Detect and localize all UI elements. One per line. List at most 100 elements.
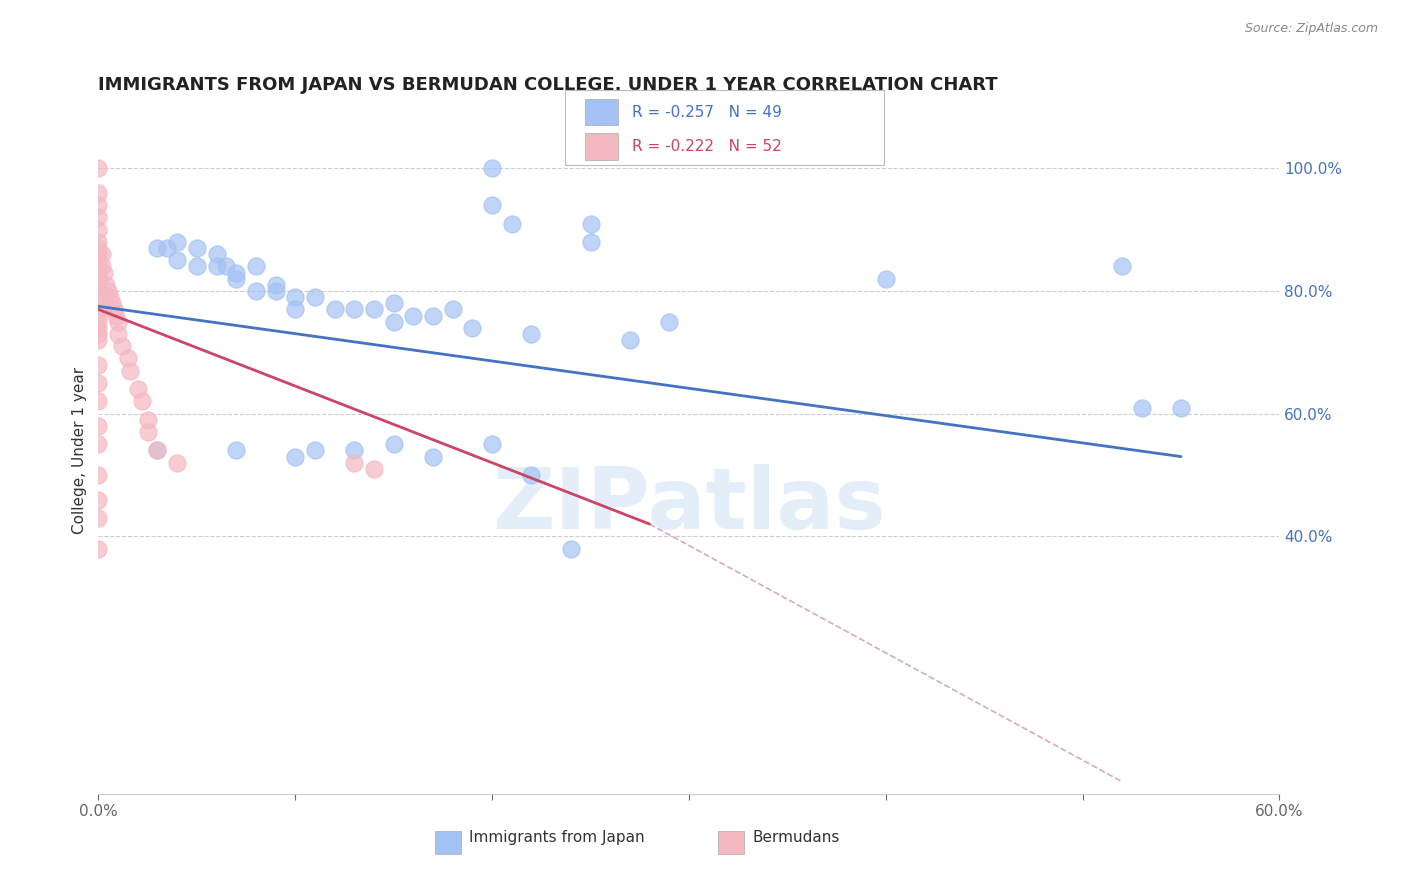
Point xyxy=(156,241,179,255)
Point xyxy=(98,290,121,304)
Point xyxy=(136,425,159,439)
Point xyxy=(1111,260,1133,274)
Point xyxy=(87,198,110,212)
Point xyxy=(105,309,128,323)
Point xyxy=(658,315,681,329)
Point xyxy=(264,284,287,298)
Point xyxy=(91,260,114,274)
Point xyxy=(117,351,139,366)
Point xyxy=(382,315,405,329)
Point xyxy=(87,492,110,507)
Point xyxy=(91,247,114,261)
Point xyxy=(111,339,134,353)
Point xyxy=(87,467,110,482)
Point xyxy=(146,443,169,458)
Point xyxy=(87,186,110,200)
Point xyxy=(422,450,444,464)
Point xyxy=(118,364,141,378)
Point xyxy=(166,253,188,268)
Point xyxy=(875,271,897,285)
Point xyxy=(87,260,110,274)
FancyBboxPatch shape xyxy=(585,134,619,160)
Point xyxy=(166,456,188,470)
Point xyxy=(87,315,110,329)
Point xyxy=(101,296,124,310)
Point xyxy=(284,450,307,464)
Point xyxy=(186,241,208,255)
Point xyxy=(87,358,110,372)
Point xyxy=(264,277,287,292)
Point xyxy=(619,333,641,347)
Point xyxy=(87,541,110,556)
Point xyxy=(87,326,110,341)
Point xyxy=(225,271,247,285)
Point xyxy=(87,290,110,304)
Point xyxy=(560,541,582,556)
Point xyxy=(107,326,129,341)
Point xyxy=(284,302,307,317)
Point xyxy=(245,260,267,274)
Point xyxy=(87,284,110,298)
Point xyxy=(87,302,110,317)
Point xyxy=(520,467,543,482)
Point xyxy=(96,277,118,292)
Point xyxy=(363,462,385,476)
Text: R = -0.222   N = 52: R = -0.222 N = 52 xyxy=(633,139,782,154)
Point xyxy=(225,443,247,458)
Point xyxy=(87,161,110,176)
Text: ZIPatlas: ZIPatlas xyxy=(492,464,886,547)
Point xyxy=(87,241,110,255)
Text: Source: ZipAtlas.com: Source: ZipAtlas.com xyxy=(1244,22,1378,36)
Point xyxy=(87,211,110,225)
Point xyxy=(87,235,110,249)
Point xyxy=(146,241,169,255)
Point xyxy=(87,222,110,236)
Text: R = -0.257   N = 49: R = -0.257 N = 49 xyxy=(633,104,782,120)
Point xyxy=(87,437,110,451)
Point xyxy=(87,320,110,334)
Point xyxy=(520,326,543,341)
Text: Immigrants from Japan: Immigrants from Japan xyxy=(470,830,645,846)
Point xyxy=(343,456,366,470)
Point xyxy=(87,266,110,280)
Point xyxy=(382,437,405,451)
Point xyxy=(136,413,159,427)
Point xyxy=(461,320,484,334)
Point xyxy=(87,309,110,323)
Point xyxy=(87,376,110,390)
Point xyxy=(205,260,228,274)
Point xyxy=(343,302,366,317)
Point xyxy=(97,284,120,298)
Point xyxy=(245,284,267,298)
Point xyxy=(1170,401,1192,415)
FancyBboxPatch shape xyxy=(565,90,884,165)
Point xyxy=(103,302,125,317)
Point xyxy=(131,394,153,409)
Point xyxy=(1130,401,1153,415)
Point xyxy=(87,333,110,347)
Point xyxy=(363,302,385,317)
Point xyxy=(225,266,247,280)
Point xyxy=(166,235,188,249)
Point xyxy=(304,290,326,304)
Point xyxy=(422,309,444,323)
Point xyxy=(579,235,602,249)
Point xyxy=(146,443,169,458)
Point xyxy=(343,443,366,458)
Point xyxy=(205,247,228,261)
Point xyxy=(323,302,346,317)
Point xyxy=(87,394,110,409)
Point xyxy=(186,260,208,274)
Point xyxy=(87,271,110,285)
Point xyxy=(481,161,503,176)
FancyBboxPatch shape xyxy=(434,831,461,855)
Point xyxy=(87,419,110,434)
Point xyxy=(382,296,405,310)
Text: Bermudans: Bermudans xyxy=(752,830,841,846)
Point xyxy=(87,253,110,268)
FancyBboxPatch shape xyxy=(718,831,744,855)
Point xyxy=(402,309,425,323)
Point xyxy=(87,511,110,525)
Point xyxy=(441,302,464,317)
Point xyxy=(501,217,523,231)
